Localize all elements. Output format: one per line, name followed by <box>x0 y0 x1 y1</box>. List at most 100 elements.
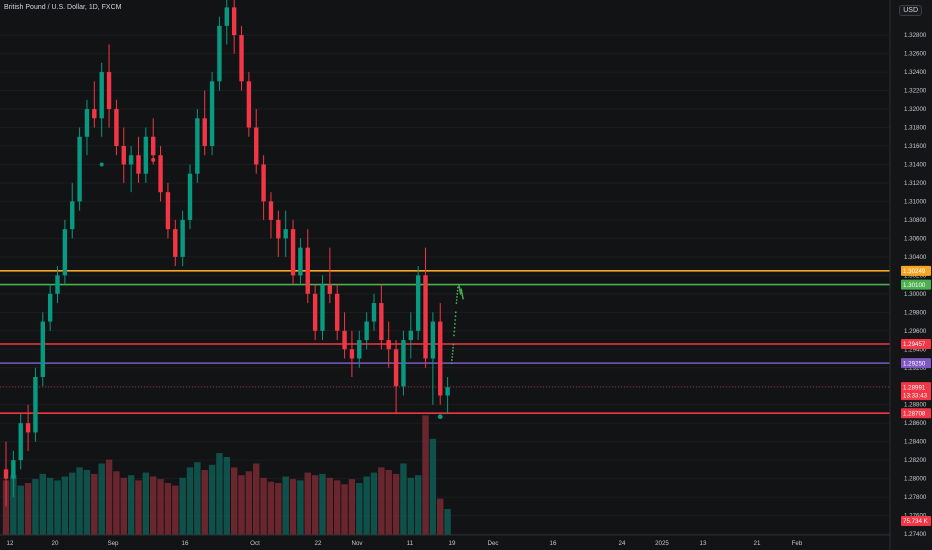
projection-dot <box>454 315 457 318</box>
candle-body <box>371 303 377 322</box>
volume-bar <box>113 471 120 535</box>
volume-bar <box>98 463 105 535</box>
projection-dot <box>456 289 459 292</box>
y-tick-label: 1.30000 <box>904 291 927 298</box>
candle-body <box>415 275 421 331</box>
projection-dot <box>458 285 460 288</box>
y-tick-label: 1.27400 <box>904 531 927 538</box>
volume-bar <box>414 475 422 535</box>
volume-bar <box>422 415 429 535</box>
y-tick-label: 1.28800 <box>904 402 927 409</box>
volume-bar <box>378 467 385 535</box>
candle-body <box>276 219 281 239</box>
projection-dot <box>460 291 463 294</box>
y-tick-label: 1.31600 <box>904 143 927 150</box>
volume-bars <box>2 415 451 535</box>
candle-body <box>77 136 82 202</box>
volume-bar <box>341 484 348 535</box>
y-tick-label: 1.28600 <box>904 420 927 427</box>
projection-dot <box>454 322 456 325</box>
volume-bar <box>10 475 17 535</box>
candle-body <box>254 127 259 165</box>
x-tick-label: 20 <box>52 540 59 547</box>
candle-body <box>33 376 38 433</box>
y-tick-label: 1.28400 <box>904 439 927 446</box>
volume-bar <box>363 476 370 535</box>
level-tag-label: 1.29457 <box>903 341 926 348</box>
volume-bar <box>245 471 253 535</box>
signal-marker <box>437 414 443 420</box>
volume-bar <box>260 477 267 535</box>
volume-bar <box>2 480 10 535</box>
volume-bar <box>127 475 135 535</box>
projection-dot <box>455 302 458 304</box>
candle-body <box>11 460 16 479</box>
y-tick-label: 1.32000 <box>904 106 927 113</box>
volume-bar <box>392 473 400 535</box>
volume-bar <box>407 477 414 535</box>
volume-bar <box>69 472 76 535</box>
volume-bar <box>179 477 186 535</box>
candle-body <box>195 118 200 174</box>
candle-body <box>386 340 391 350</box>
candle-body <box>305 247 310 294</box>
volume-bar <box>201 470 208 535</box>
candle-body <box>364 321 369 341</box>
candle-body <box>349 349 355 359</box>
volume-bar <box>24 483 32 535</box>
candle-body <box>121 145 126 165</box>
candle-body <box>202 118 207 146</box>
volume-bar <box>208 464 216 535</box>
candle-body <box>47 293 53 322</box>
x-tick-label: 19 <box>449 540 456 547</box>
projection-dot <box>453 330 456 333</box>
x-tick-label: 13 <box>700 540 707 547</box>
volume-bar <box>135 480 142 535</box>
volume-bar <box>157 479 164 535</box>
x-tick-label: 21 <box>754 540 761 547</box>
candle-body <box>320 284 325 331</box>
y-tick-label: 1.31800 <box>904 125 927 132</box>
x-tick-label: Nov <box>351 540 363 547</box>
volume-bar <box>150 476 157 535</box>
candle-body <box>209 81 215 146</box>
signal-marker <box>151 157 156 162</box>
volume-bar <box>267 481 275 535</box>
candle-body <box>445 387 450 396</box>
y-tick-label: 1.32800 <box>904 32 927 39</box>
x-tick-label: Feb <box>792 540 803 547</box>
volume-bar <box>348 479 356 535</box>
candle-body <box>379 303 384 341</box>
currency-badge[interactable]: USD <box>899 5 922 16</box>
volume-bar <box>76 467 83 535</box>
projection-dot <box>459 292 462 295</box>
candle-body <box>298 247 303 276</box>
volume-bar <box>289 479 297 535</box>
volume-bar <box>275 483 282 535</box>
x-tick-label: 24 <box>619 540 626 547</box>
candle-body <box>128 155 134 165</box>
candle-body <box>261 164 266 202</box>
countdown-label: 13:33:43 <box>903 393 928 400</box>
volume-bar <box>17 485 24 535</box>
candle-body <box>173 229 178 257</box>
candle-body <box>357 340 362 359</box>
level-tag-label: 1.29250 <box>903 360 926 367</box>
projection-dot <box>460 289 463 292</box>
candle-body <box>151 136 156 156</box>
chart-title: British Pound / U.S. Dollar, 1D, FXCM <box>4 4 122 11</box>
candle-body <box>40 321 45 377</box>
candle-body <box>18 423 23 461</box>
projection-dot <box>453 326 456 329</box>
volume-bar <box>230 467 238 535</box>
candle-body <box>158 155 163 193</box>
candle-body <box>55 275 60 294</box>
y-tick-label: 1.31000 <box>904 198 927 205</box>
projection-dot <box>452 343 455 346</box>
level-tag-label: 1.30249 <box>903 268 926 275</box>
candle-body <box>408 330 413 341</box>
candle-body <box>84 109 90 137</box>
candle-body <box>25 423 31 433</box>
